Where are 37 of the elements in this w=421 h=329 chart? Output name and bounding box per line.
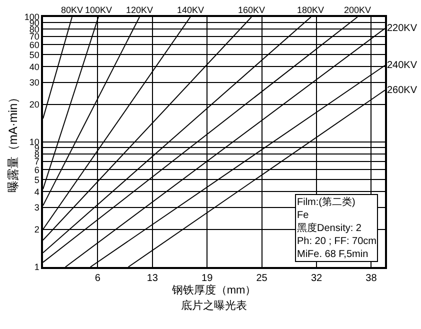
series-label: 80KV (61, 5, 84, 15)
series-label: 100KV (85, 5, 112, 15)
y-tick-label: 60 (29, 40, 40, 50)
y-tick-label: 1 (34, 262, 40, 272)
series-label: 160KV (238, 5, 266, 15)
series-label: 180KV (297, 5, 324, 15)
series-label: 220KV (387, 23, 418, 34)
x-tick-label: 19 (202, 272, 214, 284)
annotation: Ph: 20 ; FF: 70cm (297, 236, 376, 247)
annotation: 黑度Density: 2 (297, 222, 362, 234)
annotation: MiFe. 68 F,5min (297, 249, 368, 260)
y-tick-label: 3 (34, 202, 40, 213)
y-tick-label: 2 (34, 224, 40, 235)
annotation: Film:(第二类) (297, 196, 356, 208)
y-tick-label: 30 (29, 78, 40, 88)
x-tick-label: 38 (366, 272, 378, 284)
x-tick-label: 13 (146, 272, 158, 284)
x-tick-label: 32 (310, 272, 323, 284)
text: 底片之曝光表 (181, 299, 247, 312)
x-tick-label: 25 (256, 272, 268, 284)
annotation: Fe (297, 210, 310, 221)
y-axis-title: 曝露量（mA·min） (6, 91, 20, 193)
y-tick-label: 4 (34, 186, 40, 197)
x-axis-title: 钢铁厚度（mm） (170, 284, 256, 297)
y-tick-label: 20 (29, 100, 40, 110)
series-label: 120KV (126, 5, 154, 15)
y-tick-label: 70 (29, 32, 40, 42)
series-label: 140KV (177, 5, 204, 15)
series-label: 260KV (387, 85, 418, 96)
y-tick-label: 50 (29, 50, 40, 60)
y-tick-label: 5 (34, 174, 40, 185)
y-tick-label: 7 (34, 156, 40, 167)
x-tick-label: 6 (94, 272, 101, 284)
y-tick-label: 40 (29, 62, 40, 72)
series-label: 200KV (344, 5, 372, 15)
y-tick-label: 6 (34, 164, 40, 175)
series-label: 240KV (387, 60, 418, 71)
